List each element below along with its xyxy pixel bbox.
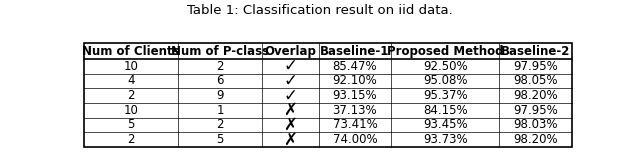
Text: Overlap: Overlap [264,45,316,58]
Text: 98.20%: 98.20% [513,89,558,102]
Text: 2: 2 [216,118,224,131]
Text: 98.20%: 98.20% [513,133,558,146]
Text: 97.95%: 97.95% [513,104,558,117]
Text: Proposed Method: Proposed Method [387,45,504,58]
Text: ✓: ✓ [284,72,297,90]
Text: 95.37%: 95.37% [423,89,468,102]
Text: ✗: ✗ [284,116,297,134]
Text: 4: 4 [127,74,135,88]
Text: 6: 6 [216,74,224,88]
Text: 98.03%: 98.03% [513,118,558,131]
Text: 2: 2 [127,133,135,146]
Text: Baseline-1: Baseline-1 [320,45,390,58]
Text: 98.05%: 98.05% [513,74,558,88]
Text: 93.45%: 93.45% [423,118,468,131]
Text: 92.50%: 92.50% [423,60,468,73]
Text: 85.47%: 85.47% [333,60,377,73]
Text: 95.08%: 95.08% [423,74,468,88]
Text: 5: 5 [216,133,224,146]
Text: 73.41%: 73.41% [333,118,378,131]
Text: 37.13%: 37.13% [333,104,377,117]
Text: ✓: ✓ [284,57,297,75]
Text: 84.15%: 84.15% [423,104,468,117]
Text: Baseline-2: Baseline-2 [501,45,570,58]
Text: 93.15%: 93.15% [333,89,377,102]
Text: 5: 5 [127,118,135,131]
Text: ✗: ✗ [284,131,297,149]
Bar [84,44,572,147]
Text: 9: 9 [216,89,224,102]
Text: 93.73%: 93.73% [423,133,468,146]
Text: Num of P-class: Num of P-class [171,45,269,58]
Text: 2: 2 [216,60,224,73]
Text: Num of Clients: Num of Clients [83,45,180,58]
Text: 2: 2 [127,89,135,102]
Text: ✗: ✗ [284,101,297,119]
Text: 10: 10 [124,60,139,73]
Text: 74.00%: 74.00% [333,133,377,146]
Text: 97.95%: 97.95% [513,60,558,73]
Text: ✓: ✓ [284,87,297,105]
Text: 92.10%: 92.10% [333,74,378,88]
Text: Table 1: Classification result on iid data.: Table 1: Classification result on iid da… [187,4,453,17]
Text: 10: 10 [124,104,139,117]
Text: 1: 1 [216,104,224,117]
